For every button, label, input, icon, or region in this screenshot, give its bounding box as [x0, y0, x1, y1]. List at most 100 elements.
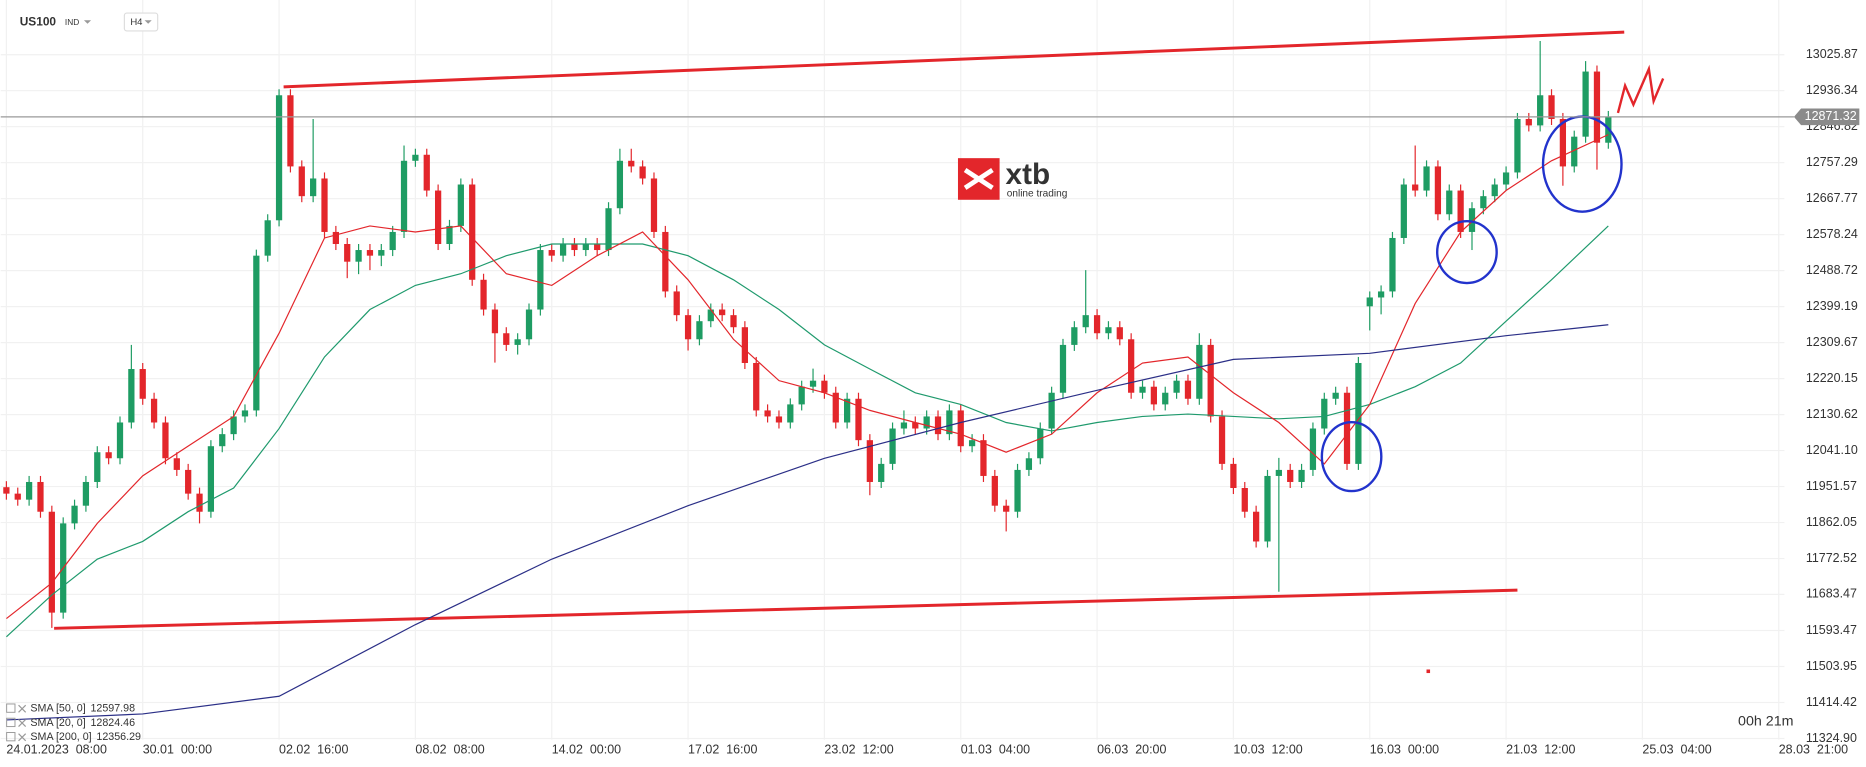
candle-body — [628, 160, 635, 167]
candle-body — [1537, 95, 1544, 126]
x-tick-label: 02.02 16:00 — [279, 743, 348, 757]
annotation-circle — [1436, 219, 1498, 285]
candle-body — [1139, 386, 1146, 393]
candle-body — [1264, 475, 1271, 542]
candle-body — [1514, 118, 1521, 173]
candle-body — [571, 244, 578, 251]
candle-body — [980, 440, 987, 476]
y-tick-label: 12578.24 — [1806, 227, 1858, 241]
countdown: 00h 21m — [1738, 714, 1793, 730]
candle-body — [798, 386, 805, 405]
candle-body — [94, 452, 101, 482]
candle-body — [48, 511, 55, 613]
candle-body — [730, 315, 737, 328]
candle-body — [207, 446, 215, 512]
candle-body — [480, 279, 487, 310]
candle-body — [775, 416, 783, 423]
candle-body — [878, 463, 885, 482]
y-tick-label: 12757.29 — [1806, 155, 1858, 169]
candle-body — [139, 369, 146, 399]
legend-icon — [6, 703, 16, 713]
candle-body — [1548, 95, 1555, 119]
candle-body — [332, 231, 339, 245]
legend-close — [18, 704, 27, 713]
candle-body — [287, 95, 294, 167]
annotation-dot — [1426, 669, 1431, 674]
candle-body — [594, 244, 601, 251]
candle-body — [1150, 386, 1158, 405]
candle-body — [1207, 344, 1214, 417]
candle-body — [275, 95, 283, 221]
candle-body — [821, 380, 828, 393]
market-dropdown[interactable]: IND — [65, 17, 92, 27]
candle-body — [1173, 380, 1180, 393]
candle-body — [1048, 392, 1055, 429]
indicator-line — [6, 225, 1609, 638]
candle-body — [378, 250, 385, 256]
indicator-line — [6, 324, 1609, 721]
candle-body — [741, 327, 748, 363]
y-tick-label: 11503.95 — [1806, 659, 1857, 673]
legend-name: SMA [50, 0] — [30, 703, 85, 715]
candle-body — [946, 410, 953, 435]
legend-icon — [6, 732, 16, 742]
candle-body — [537, 250, 544, 310]
y-tick-label: 11862.05 — [1806, 515, 1857, 529]
candle-body — [434, 190, 442, 245]
y-tick-label: 13025.87 — [1806, 47, 1858, 61]
candle-body — [1037, 428, 1044, 459]
candle-body — [1298, 469, 1305, 482]
candle-body — [264, 220, 271, 256]
symbol: US100 — [20, 15, 57, 29]
logo-name: xtb — [1006, 158, 1051, 191]
y-tick-label: 11951.57 — [1806, 479, 1857, 493]
y-tick-label: 12220.15 — [1806, 371, 1858, 385]
candle-body — [1343, 392, 1351, 464]
candle-body — [1116, 327, 1123, 340]
logo: xtb online trading — [957, 158, 1067, 200]
candle-body — [605, 208, 612, 251]
candle-body — [1480, 196, 1487, 209]
candle-body — [1184, 380, 1192, 399]
candle-body — [3, 487, 10, 494]
legend-close — [18, 733, 27, 742]
candle-body — [1366, 297, 1373, 307]
candle-body — [787, 404, 794, 423]
candle-body — [1230, 463, 1237, 489]
interval-dropdown[interactable]: H4 — [123, 12, 159, 32]
y-tick-label: 11683.47 — [1806, 587, 1857, 601]
candle-body — [832, 392, 839, 423]
candle-body — [1412, 184, 1419, 191]
candle-body — [639, 166, 646, 179]
x-tick-label: 14.02 00:00 — [552, 743, 621, 757]
candle-body — [1582, 71, 1589, 137]
indicator-line — [6, 134, 1609, 620]
candle-body — [25, 481, 33, 500]
candle-body — [253, 255, 260, 411]
candle-body — [1218, 416, 1226, 464]
annotation-circle — [1320, 420, 1383, 493]
candle-body — [673, 291, 680, 316]
caret — [144, 20, 152, 24]
candle-body — [843, 398, 851, 423]
candle-body — [1128, 339, 1135, 393]
candle-body — [1332, 392, 1339, 399]
logo-x — [963, 168, 994, 190]
candle-body — [866, 440, 873, 482]
candle-body — [457, 184, 464, 226]
x-tick-label: 01.03 04:00 — [961, 743, 1030, 757]
interval: H4 — [130, 17, 142, 28]
candle-body — [1468, 208, 1476, 232]
candle-body — [1105, 327, 1112, 334]
candle-body — [116, 422, 124, 459]
candle-body — [185, 469, 192, 494]
candle-body — [71, 505, 78, 524]
overlay: xtb online trading — [957, 64, 1665, 674]
y-tick-label: 11593.47 — [1806, 623, 1857, 637]
market: IND — [65, 17, 79, 27]
candle-body — [900, 422, 908, 429]
candle-body — [196, 493, 203, 512]
